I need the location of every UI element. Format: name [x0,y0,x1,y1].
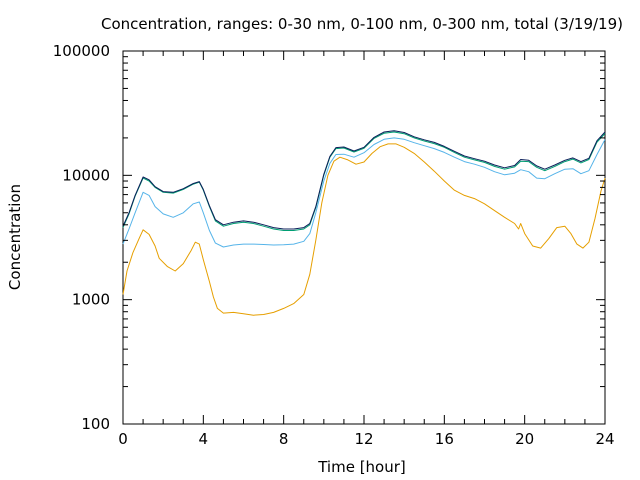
y-axis-label: Concentration [6,184,24,290]
series-line-3 [122,131,606,231]
series-layer [122,130,606,316]
x-tick-label: 24 [595,430,614,448]
x-tick-label: 20 [515,430,534,448]
x-tick-label: 4 [199,430,209,448]
series-line-4 [122,130,606,230]
y-tick-label: 100000 [53,42,110,60]
axis-ticks: 0 4 8 12 16 20 24 100 1000 10000 100000 [53,42,615,448]
x-tick-label: 12 [354,430,373,448]
plot-area [122,50,606,425]
y-tick-label: 1000 [72,291,110,309]
x-tick-label: 8 [279,430,289,448]
x-tick-label: 16 [435,430,454,448]
series-line-2 [122,137,606,248]
x-axis-label: Time [hour] [317,458,406,476]
y-tick-label: 100 [81,415,110,433]
series-line-1 [122,143,606,316]
chart-title: Concentration, ranges: 0-30 nm, 0-100 nm… [101,15,623,33]
x-tick-label: 0 [118,430,128,448]
y-tick-label: 10000 [62,166,110,184]
